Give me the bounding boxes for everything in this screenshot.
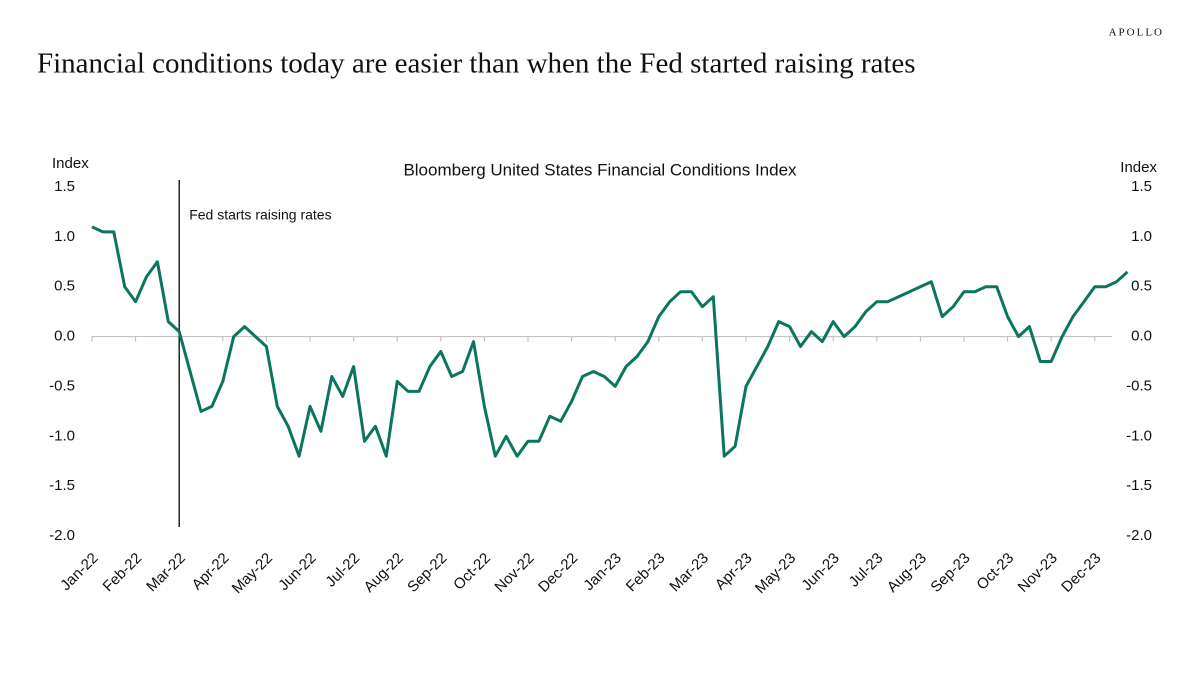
- y-tick-label: 0.5: [54, 278, 75, 295]
- x-tick-label: Feb-22: [100, 550, 146, 596]
- x-tick-label: Apr-22: [189, 550, 233, 594]
- x-tick-label: Jan-22: [57, 550, 101, 594]
- x-tick-label: Jun-22: [275, 550, 319, 594]
- y2-tick-label: -1.5: [1126, 477, 1152, 494]
- y2-tick-label: 0.0: [1131, 328, 1152, 345]
- headline: Financial conditions today are easier th…: [37, 48, 916, 80]
- x-tick-label: Dec-23: [1058, 550, 1104, 596]
- x-tick-label: Oct-23: [973, 550, 1017, 594]
- y-tick-label: 0.0: [54, 328, 75, 345]
- x-tick-label: Aug-22: [361, 550, 407, 596]
- brand: APOLLO: [1109, 27, 1164, 39]
- x-tick-label: Sep-22: [404, 550, 450, 596]
- y-tick-label: -1.5: [49, 477, 75, 494]
- x-tick-label: Nov-23: [1015, 550, 1061, 596]
- x-tick-label: Aug-23: [884, 550, 930, 596]
- x-tick-label: Apr-23: [712, 550, 756, 594]
- chart-title: Bloomberg United States Financial Condit…: [403, 160, 797, 179]
- y-tick-label: 1.0: [54, 228, 75, 245]
- y2-tick-label: 0.5: [1131, 278, 1152, 295]
- x-tick-label: Mar-22: [143, 550, 189, 596]
- x-tick-label: May-22: [229, 550, 276, 597]
- x-tick-label: Sep-23: [927, 550, 973, 596]
- x-tick-label: Nov-22: [491, 550, 537, 596]
- series-line: [91, 225, 1129, 458]
- x-tick-label: Feb-23: [623, 550, 669, 596]
- x-tick-label: Jul-22: [322, 550, 363, 591]
- y-tick-label: -2.0: [49, 527, 75, 544]
- y2-tick-label: 1.5: [1131, 178, 1152, 195]
- y-axis-label: Index: [52, 155, 89, 172]
- x-tick-label: Jun-23: [798, 550, 842, 594]
- y2-tick-label: 1.0: [1131, 228, 1152, 245]
- x-tick-label: Jan-23: [580, 550, 624, 594]
- y2-axis-label: Index: [1120, 159, 1157, 176]
- y-tick-label: 1.5: [54, 178, 75, 195]
- x-tick-label: Dec-22: [535, 550, 581, 596]
- x-tick-label: Mar-23: [666, 550, 712, 596]
- x-tick-label: Oct-22: [450, 550, 494, 594]
- x-tick-label: May-23: [752, 550, 799, 597]
- y-tick-label: -0.5: [49, 377, 75, 394]
- y2-tick-label: -1.0: [1126, 427, 1152, 444]
- y2-tick-label: -0.5: [1126, 377, 1152, 394]
- y-tick-label: -1.0: [49, 427, 75, 444]
- x-tick-label: Jul-23: [846, 550, 887, 591]
- y2-tick-label: -2.0: [1126, 527, 1152, 544]
- annotation-text: Fed starts raising rates: [189, 207, 331, 223]
